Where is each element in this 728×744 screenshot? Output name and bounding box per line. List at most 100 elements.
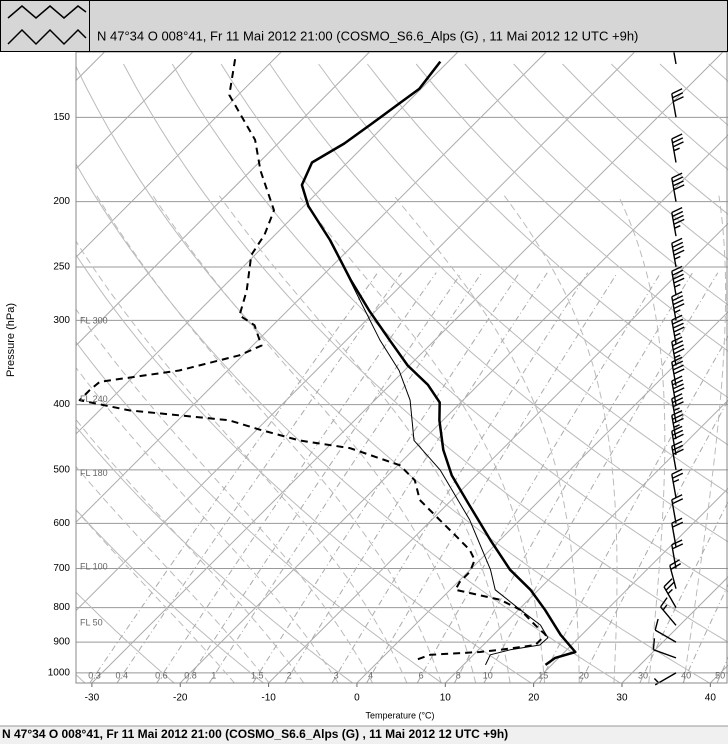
moist-adiabat [76, 240, 408, 683]
moist-adiabat [503, 195, 618, 683]
wind-barb [671, 409, 684, 440]
wind-barb [671, 265, 685, 296]
dry-adiabat [123, 63, 728, 643]
y-tick-label: 600 [53, 518, 70, 529]
mixing-ratio-label: 2 [287, 670, 292, 680]
mixing-ratio-line [682, 584, 728, 683]
dry-adiabat [76, 509, 264, 683]
header-title: N 47°34 O 008°41, Fr 11 Mai 2012 21:00 (… [97, 28, 638, 43]
mixing-ratio-label: 50 [715, 670, 725, 680]
status-text: N 47°34 O 008°41, Fr 11 Mai 2012 21:00 (… [2, 727, 508, 741]
x-tick-label: -10 [261, 693, 276, 704]
sounding-line [78, 59, 547, 662]
y-tick-label: 800 [53, 602, 70, 613]
dry-adiabat [76, 341, 443, 683]
mixing-ratio-line [89, 272, 379, 683]
sounding-line [334, 249, 549, 666]
sounding-line [300, 60, 577, 666]
isotherm [533, 487, 728, 683]
flight-level-label: FL 240 [80, 394, 108, 404]
mixing-ratio-label: 3 [334, 670, 339, 680]
x-tick-label: 20 [528, 693, 540, 704]
wind-barb [671, 206, 685, 237]
dry-adiabat [367, 63, 728, 399]
dry-adiabat [220, 63, 728, 543]
moist-adiabat [152, 195, 477, 683]
wind-barb [671, 172, 685, 202]
mixing-ratio-label: 10 [483, 670, 493, 680]
y-tick-label: 200 [53, 196, 70, 207]
mixing-ratio-line [366, 272, 618, 683]
dry-adiabat [464, 63, 728, 306]
mixing-ratio-label: 30 [638, 670, 648, 680]
mixing-ratio-label: 4 [368, 670, 373, 680]
grid-layer [76, 52, 728, 683]
wind-barb [663, 578, 677, 608]
moist-adiabat [218, 195, 511, 683]
isotherm [76, 52, 635, 612]
mixing-ratio-label: 0.6 [155, 670, 168, 680]
moist-adiabat [76, 465, 270, 683]
wind-barb [671, 336, 685, 366]
flight-level-label: FL 100 [80, 562, 108, 572]
moist-adiabat [76, 509, 236, 683]
mixing-ratio-line [483, 272, 719, 683]
y-tick-label: 300 [53, 315, 70, 326]
mixing-ratio-line [185, 272, 462, 683]
y-tick-label: 700 [53, 563, 70, 574]
flight-level-label: FL 50 [80, 617, 103, 627]
dry-adiabat [269, 63, 728, 494]
mixing-ratio-label: 1 [211, 670, 216, 680]
wind-barb [671, 237, 685, 268]
wind-barb [671, 375, 685, 405]
x-tick-label: 30 [616, 693, 628, 704]
dry-adiabat [415, 63, 728, 352]
wind-barb [654, 618, 677, 643]
y-tick-label: 900 [53, 637, 70, 648]
wind-barb [671, 291, 685, 321]
x-tick-label: 0 [354, 693, 360, 704]
mixing-ratio-line [284, 272, 548, 683]
isotherm [268, 222, 728, 683]
flight-level-label: FL 300 [80, 316, 108, 326]
wind-barb [671, 440, 684, 471]
dry-adiabat [318, 63, 728, 446]
flight-level-label: FL 180 [80, 468, 108, 478]
isotherm [76, 52, 282, 258]
dry-adiabat [76, 254, 532, 683]
header-bar [0, 0, 728, 52]
mixing-ratio-line [331, 272, 589, 683]
x-tick-label: 40 [705, 693, 717, 704]
mixing-ratio-line [116, 272, 402, 683]
mixing-ratio-line [453, 272, 693, 683]
mixing-ratio-label: 40 [681, 670, 691, 680]
icon-zigzag [7, 28, 87, 46]
moist-adiabat [76, 418, 305, 683]
wind-barb [671, 314, 685, 344]
mixing-ratio-label: 0.4 [115, 670, 128, 680]
mixing-ratio-label: 8 [456, 670, 461, 680]
icon-zigzag [7, 5, 87, 19]
wind-barb [671, 393, 684, 423]
wind-barb [671, 425, 684, 456]
moist-adiabat [617, 195, 666, 683]
wind-barb [671, 356, 685, 386]
y-tick-label: 400 [53, 399, 70, 410]
wind-barb [669, 559, 682, 589]
data-layer [78, 59, 577, 666]
y-axis-label: Pressure (hPa) [5, 303, 17, 377]
mixing-ratio-line [208, 272, 483, 683]
y-tick-label: 250 [53, 262, 70, 273]
isotherm [179, 134, 728, 683]
x-tick-label: -20 [173, 693, 188, 704]
y-tick-label: 1000 [48, 668, 71, 679]
mixing-ratio-line [416, 272, 662, 683]
mixing-ratio-line [639, 501, 728, 683]
wind-barb [671, 539, 684, 569]
x-tick-label: 10 [440, 693, 452, 704]
isotherm [76, 52, 547, 523]
isotherm [76, 52, 459, 435]
mixing-ratio-label: 6 [419, 670, 424, 680]
